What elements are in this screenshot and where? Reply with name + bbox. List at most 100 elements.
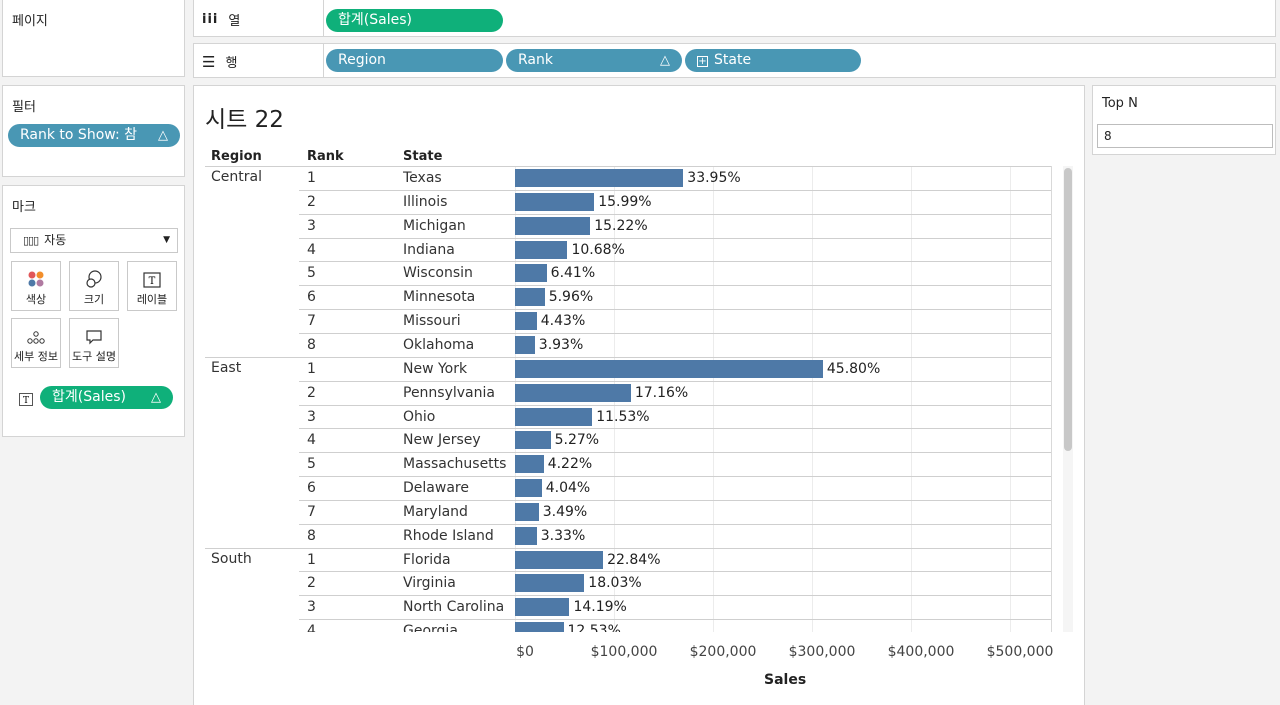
rank-cell[interactable]: 8 <box>307 336 316 353</box>
rank-cell[interactable]: 5 <box>307 456 316 473</box>
columns-pill-sales[interactable]: 합계(Sales) <box>326 9 503 32</box>
state-cell[interactable]: New York <box>403 360 468 377</box>
state-cell[interactable]: Massachusetts <box>403 456 507 473</box>
bar[interactable] <box>515 240 568 259</box>
state-cell[interactable]: Wisconsin <box>403 265 473 282</box>
rows-shelf[interactable]: ☰ 행 Region Rank △ + State <box>193 43 1276 78</box>
bar[interactable] <box>515 526 537 545</box>
rank-cell[interactable]: 4 <box>307 241 316 258</box>
bar-data-label[interactable]: 4.04% <box>545 480 591 497</box>
state-cell[interactable]: Indiana <box>403 241 455 258</box>
state-cell[interactable]: Virginia <box>403 575 456 592</box>
bar[interactable] <box>515 455 544 474</box>
header-state[interactable]: State <box>403 149 443 164</box>
rank-cell[interactable]: 4 <box>307 432 316 449</box>
state-cell[interactable]: New Jersey <box>403 432 481 449</box>
bar[interactable] <box>515 502 539 521</box>
bar-data-label[interactable]: 14.19% <box>573 599 627 616</box>
state-cell[interactable]: Rhode Island <box>403 527 494 544</box>
region-label[interactable]: South <box>211 550 252 567</box>
sheet-view[interactable] <box>193 85 1085 705</box>
bar[interactable] <box>515 598 570 617</box>
bar-data-label[interactable]: 11.53% <box>596 408 650 425</box>
state-cell[interactable]: Oklahoma <box>403 336 475 353</box>
bar-data-label[interactable]: 3.93% <box>538 336 584 353</box>
state-cell[interactable]: Maryland <box>403 503 468 520</box>
filters-panel[interactable]: 필터 Rank to Show: 참 △ <box>2 85 185 177</box>
label-button[interactable]: T 레이블 <box>127 261 177 311</box>
rows-pill-region[interactable]: Region <box>326 49 503 72</box>
bar-data-label[interactable]: 45.80% <box>826 360 881 377</box>
rank-cell[interactable]: 6 <box>307 289 316 306</box>
bar-data-label[interactable]: 4.43% <box>540 313 586 330</box>
bar-data-label[interactable]: 6.41% <box>550 265 596 282</box>
bar[interactable] <box>515 550 604 569</box>
rank-cell[interactable]: 1 <box>307 360 316 377</box>
bar-data-label[interactable]: 22.84% <box>607 551 661 568</box>
bar-data-label[interactable]: 4.22% <box>547 456 593 473</box>
rank-cell[interactable]: 7 <box>307 313 316 330</box>
bar-data-label[interactable]: 10.68% <box>571 241 625 258</box>
scrollbar-thumb[interactable] <box>1064 168 1072 451</box>
rank-cell[interactable]: 1 <box>307 170 316 186</box>
rank-cell[interactable]: 6 <box>307 480 316 497</box>
tooltip-button[interactable]: 도구 설명 <box>69 318 119 368</box>
rank-cell[interactable]: 3 <box>307 599 316 616</box>
state-cell[interactable]: Michigan <box>403 217 466 234</box>
rank-cell[interactable]: 2 <box>307 575 316 592</box>
color-button[interactable]: 색상 <box>11 261 61 311</box>
rank-cell[interactable]: 5 <box>307 265 316 282</box>
bar[interactable] <box>515 288 545 307</box>
rank-cell[interactable]: 2 <box>307 384 316 401</box>
marks-panel[interactable]: 마크 ▯▯▯ 자동 ▼ 색상 크기 T 레이블 세부 정보 도구 설명 T <box>2 185 185 437</box>
rank-cell[interactable]: 3 <box>307 217 316 234</box>
bar[interactable] <box>515 479 542 498</box>
bar-data-label[interactable]: 3.49% <box>542 503 588 520</box>
state-cell[interactable]: Delaware <box>403 480 469 497</box>
rank-cell[interactable]: 7 <box>307 503 316 520</box>
size-button[interactable]: 크기 <box>69 261 119 311</box>
bar-data-label[interactable]: 33.95% <box>687 170 741 186</box>
bar[interactable] <box>515 264 547 283</box>
mark-type-dropdown[interactable]: ▯▯▯ 자동 ▼ <box>10 228 178 253</box>
pages-panel[interactable]: 페이지 <box>2 0 185 77</box>
state-cell[interactable]: Georgia <box>403 623 458 632</box>
state-cell[interactable]: Texas <box>403 170 442 186</box>
bar-data-label[interactable]: 17.16% <box>634 384 689 401</box>
state-cell[interactable]: North Carolina <box>403 599 505 616</box>
region-label[interactable]: Central <box>211 169 262 185</box>
bar-data-label[interactable]: 15.22% <box>594 217 648 234</box>
expand-icon[interactable]: + <box>697 56 708 67</box>
top-n-input[interactable] <box>1097 124 1273 148</box>
filter-pill-rank-to-show[interactable]: Rank to Show: 참 △ <box>8 124 180 147</box>
rows-pill-rank[interactable]: Rank △ <box>506 49 682 72</box>
marks-pill-sales[interactable]: 합계(Sales) △ <box>40 386 173 409</box>
state-cell[interactable]: Illinois <box>403 193 448 210</box>
rank-cell[interactable]: 3 <box>307 408 316 425</box>
state-cell[interactable]: Florida <box>403 551 451 568</box>
region-label[interactable]: East <box>211 359 242 376</box>
header-region[interactable]: Region <box>211 149 262 164</box>
rank-cell[interactable]: 8 <box>307 527 316 544</box>
detail-button[interactable]: 세부 정보 <box>11 318 61 368</box>
bar[interactable] <box>515 383 631 402</box>
bar-data-label[interactable]: 5.27% <box>554 432 600 449</box>
bar[interactable] <box>515 431 551 450</box>
state-cell[interactable]: Missouri <box>403 313 461 330</box>
bar-data-label[interactable]: 3.33% <box>540 527 586 544</box>
bar[interactable] <box>515 335 535 354</box>
rank-cell[interactable]: 1 <box>307 551 316 568</box>
bar[interactable] <box>515 312 537 331</box>
bar[interactable] <box>515 574 585 593</box>
bar[interactable] <box>515 192 595 211</box>
bar[interactable] <box>515 169 684 187</box>
rank-cell[interactable]: 2 <box>307 193 316 210</box>
vertical-scrollbar[interactable] <box>1063 166 1073 632</box>
bar-data-label[interactable]: 18.03% <box>588 575 642 592</box>
header-rank[interactable]: Rank <box>307 149 344 164</box>
bar[interactable] <box>515 407 593 426</box>
bar[interactable] <box>515 359 823 378</box>
bar-data-label[interactable]: 12.53% <box>567 623 621 632</box>
state-cell[interactable]: Ohio <box>403 408 436 425</box>
rows-pill-state[interactable]: + State <box>685 49 861 72</box>
